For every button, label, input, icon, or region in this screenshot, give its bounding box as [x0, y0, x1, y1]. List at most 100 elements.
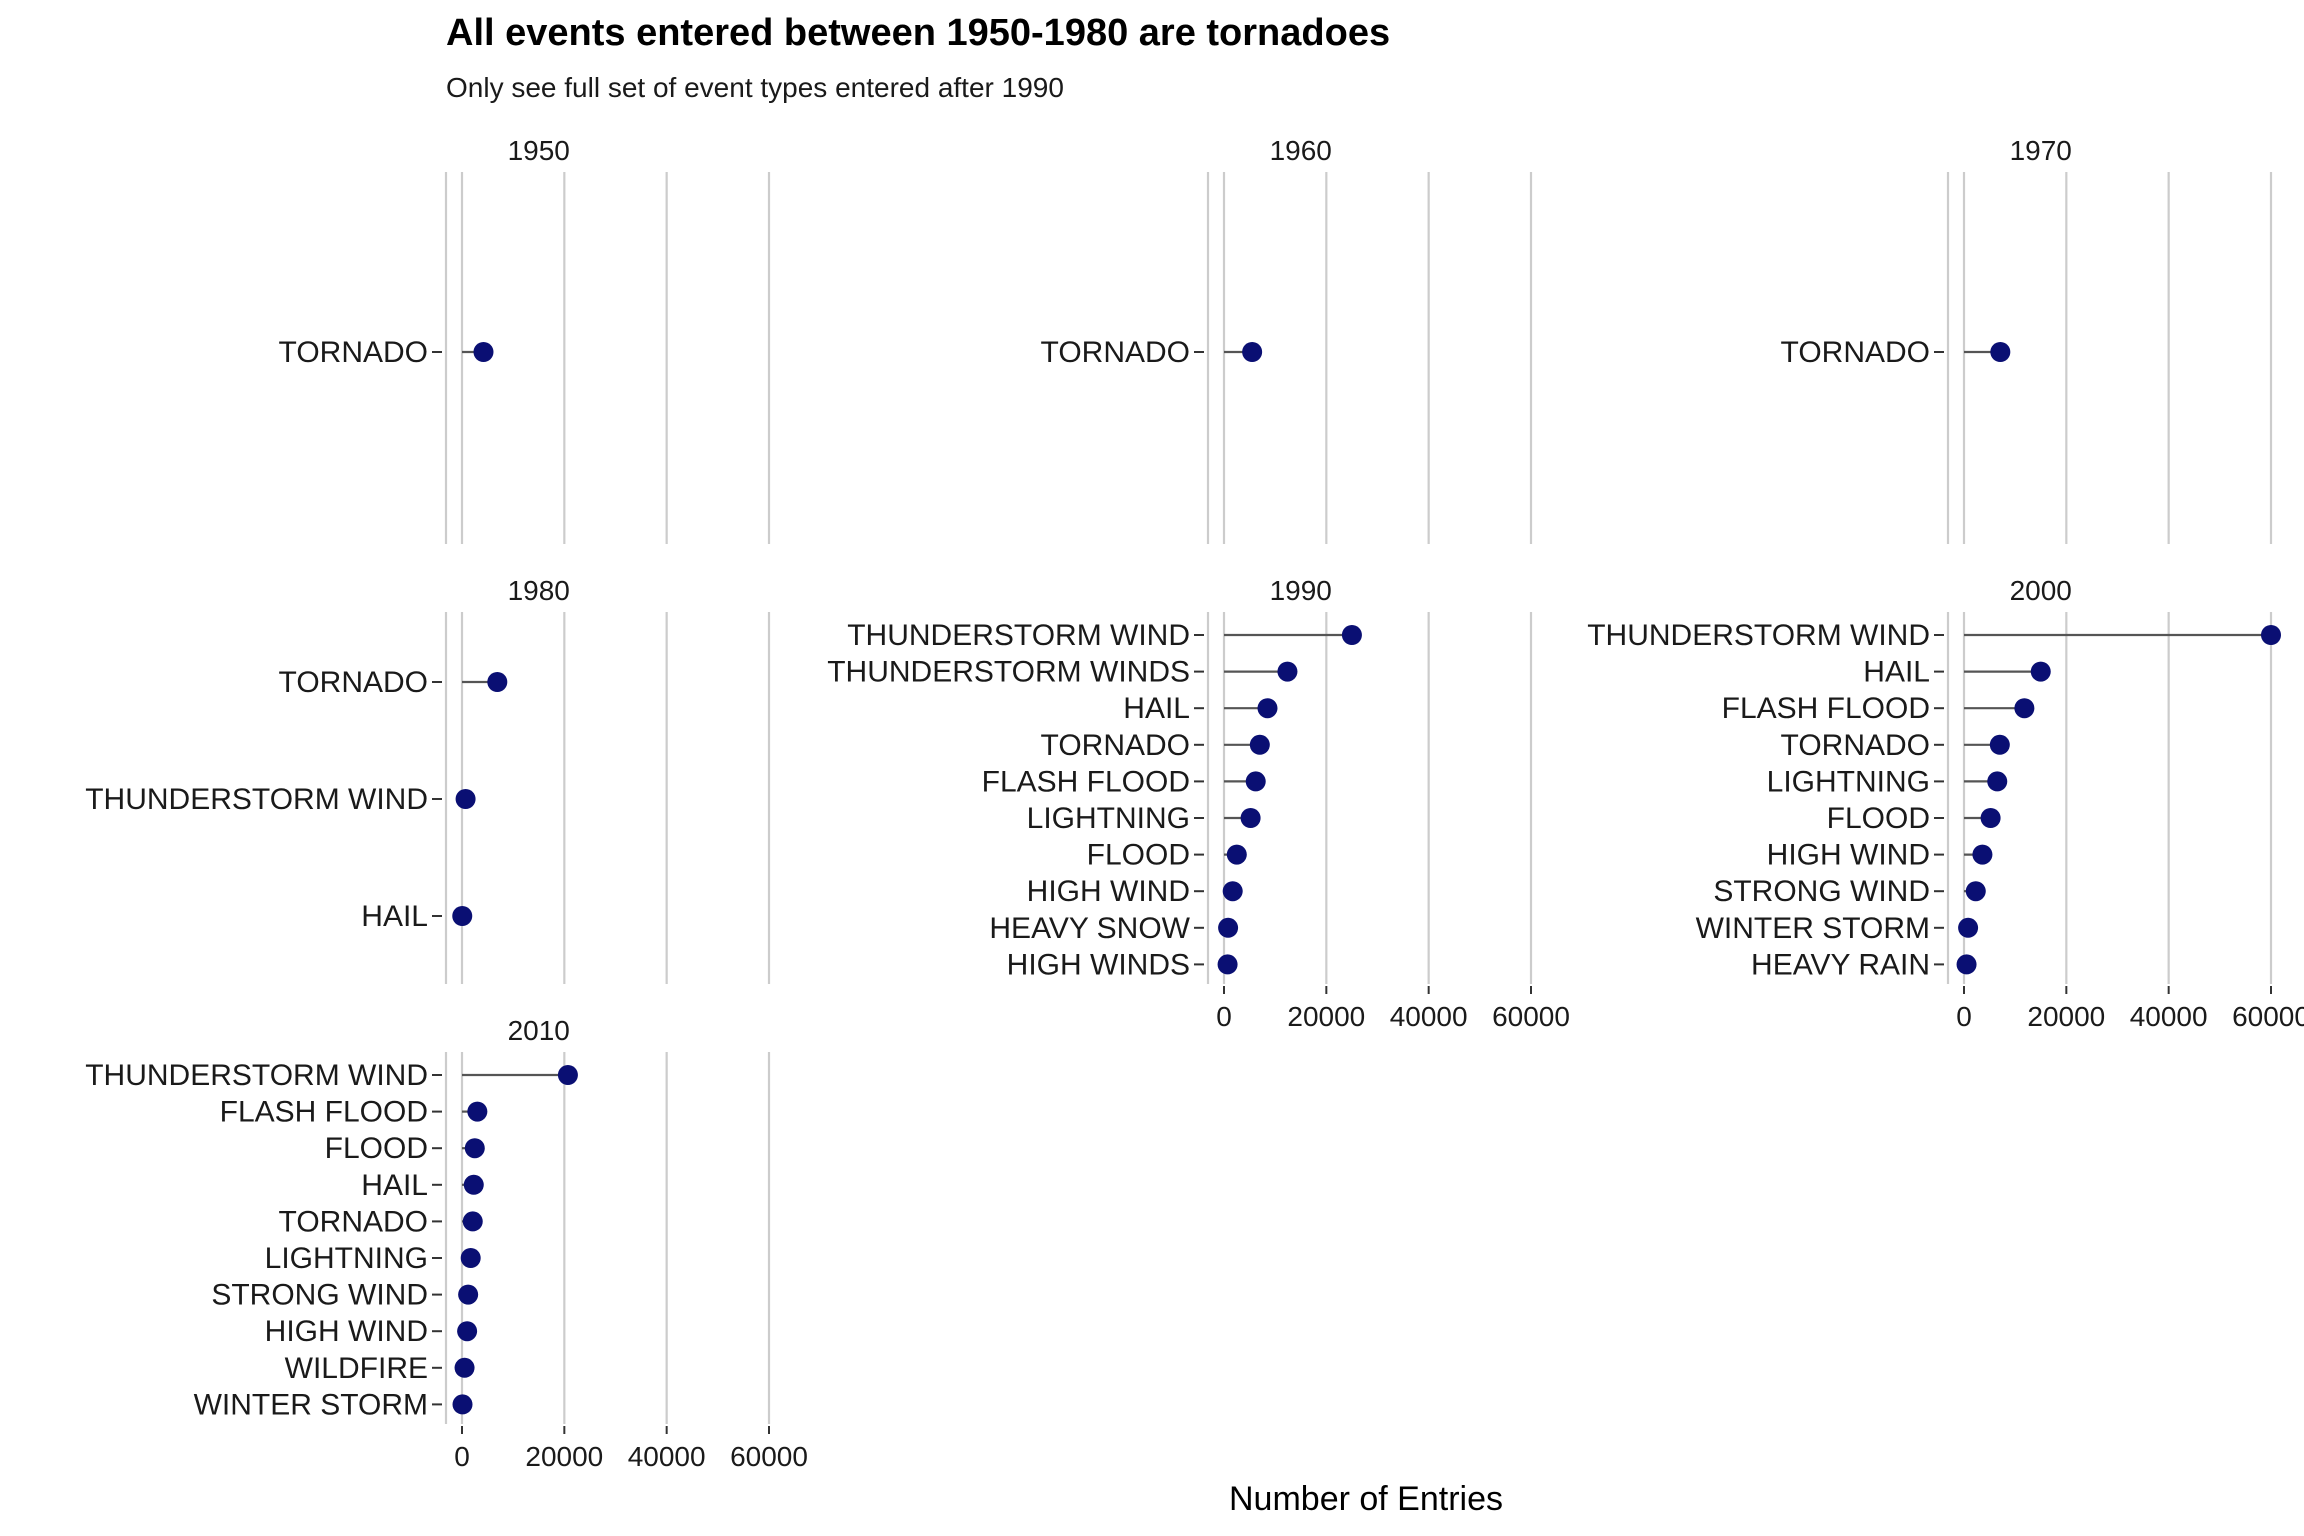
category-label: HEAVY SNOW [989, 912, 1190, 945]
facet-strip-label: 2000 [2010, 575, 2072, 606]
data-point [1980, 808, 2001, 828]
chart-title: All events entered between 1950-1980 are… [446, 12, 1391, 54]
category-label: FLASH FLOOD [982, 765, 1190, 798]
data-point [1958, 917, 1979, 938]
data-point [1218, 917, 1239, 938]
data-point [455, 789, 476, 809]
category-label: STRONG WIND [211, 1279, 428, 1312]
facet-strip-label: 1970 [2010, 135, 2072, 166]
category-label: TORNADO [279, 666, 428, 699]
x-axis-title: Number of Entries [1229, 1480, 1503, 1518]
x-tick-label: 20000 [1287, 1001, 1365, 1032]
facet-strip-label: 1980 [508, 575, 570, 606]
category-label: WINTER STORM [1696, 912, 1930, 945]
data-point [2014, 698, 2035, 719]
data-point [1226, 844, 1247, 865]
category-label: LIGHTNING [1027, 802, 1190, 835]
data-point [1990, 342, 2011, 362]
category-label: FLOOD [1087, 839, 1190, 872]
data-point [462, 1211, 483, 1232]
category-label: THUNDERSTORM WIND [847, 619, 1190, 652]
chart-subtitle: Only see full set of event types entered… [446, 72, 1064, 103]
x-tick-label: 40000 [628, 1441, 706, 1472]
x-tick-label: 60000 [2232, 1001, 2304, 1032]
category-label: FLASH FLOOD [1722, 692, 1930, 725]
category-label: WINTER STORM [194, 1388, 428, 1421]
category-label: THUNDERSTORM WIND [85, 1059, 428, 1092]
data-point [452, 906, 473, 926]
facet-strip-label: 1990 [1270, 575, 1332, 606]
data-point [2261, 625, 2281, 645]
data-point [1249, 734, 1270, 755]
x-tick-label: 40000 [2130, 1001, 2208, 1032]
data-point [1222, 881, 1243, 902]
category-label: HAIL [361, 900, 428, 933]
data-point [1217, 954, 1238, 975]
x-tick-label: 40000 [1390, 1001, 1468, 1032]
facet-strip-label: 1950 [508, 135, 570, 166]
category-label: HAIL [361, 1169, 428, 1202]
data-point [473, 342, 494, 362]
category-label: FLASH FLOOD [220, 1096, 428, 1129]
data-point [1257, 698, 1278, 719]
x-tick-label: 60000 [1492, 1001, 1570, 1032]
category-label: THUNDERSTORM WIND [1587, 619, 1930, 652]
data-point [487, 672, 508, 692]
data-point [557, 1065, 578, 1085]
data-point [1242, 342, 1263, 362]
facet-panel-1970: 1970 TORNADO [1781, 135, 2273, 544]
data-point [452, 1394, 473, 1415]
x-tick-label: 20000 [2027, 1001, 2105, 1032]
x-tick-label: 0 [1956, 1001, 1972, 1032]
x-tick-label: 0 [454, 1441, 470, 1472]
category-label: HIGH WIND [265, 1315, 428, 1348]
data-point [467, 1101, 488, 1122]
category-label: FLOOD [325, 1132, 428, 1165]
data-point [458, 1284, 479, 1305]
x-tick-label: 60000 [730, 1441, 808, 1472]
data-point [1989, 734, 2010, 755]
data-point [1277, 661, 1298, 682]
x-tick-label: 0 [1216, 1001, 1232, 1032]
category-label: WILDFIRE [285, 1352, 428, 1385]
data-point [454, 1357, 475, 1378]
category-label: STRONG WIND [1713, 875, 1930, 908]
category-label: FLOOD [1827, 802, 1930, 835]
category-label: TORNADO [1041, 729, 1190, 762]
facet-strip-label: 1960 [1270, 135, 1332, 166]
data-point [460, 1248, 481, 1268]
category-label: HAIL [1123, 692, 1190, 725]
data-point [457, 1321, 478, 1342]
data-point [1341, 625, 1362, 645]
category-label: TORNADO [279, 1205, 428, 1238]
category-label: THUNDERSTORM WINDS [827, 656, 1190, 689]
data-point [1965, 881, 1986, 902]
x-tick-label: 20000 [525, 1441, 603, 1472]
category-label: HEAVY RAIN [1751, 948, 1930, 981]
data-point [464, 1138, 485, 1159]
facet-panel-1950: 1950 TORNADO [279, 135, 771, 544]
category-label: TORNADO [1781, 729, 1930, 762]
data-point [2030, 661, 2051, 682]
category-label: HAIL [1863, 656, 1930, 689]
category-label: TORNADO [1781, 336, 1930, 369]
data-point [1987, 771, 2008, 792]
category-label: TORNADO [279, 336, 428, 369]
data-point [1956, 954, 1977, 975]
data-point [1972, 844, 1993, 865]
category-label: HIGH WIND [1027, 875, 1190, 908]
category-label: LIGHTNING [265, 1242, 428, 1275]
facet-panel-1980: 1980 TORNADO THUNDERSTORM WIND HAIL [85, 575, 771, 984]
category-label: LIGHTNING [1767, 765, 1930, 798]
facet-panel-1960: 1960 TORNADO [1041, 135, 1533, 544]
category-label: TORNADO [1041, 336, 1190, 369]
category-label: HIGH WINDS [1007, 948, 1190, 981]
category-label: THUNDERSTORM WIND [85, 783, 428, 816]
data-point [1245, 771, 1266, 792]
data-point [463, 1174, 484, 1195]
facet-strip-label: 2010 [508, 1015, 570, 1046]
